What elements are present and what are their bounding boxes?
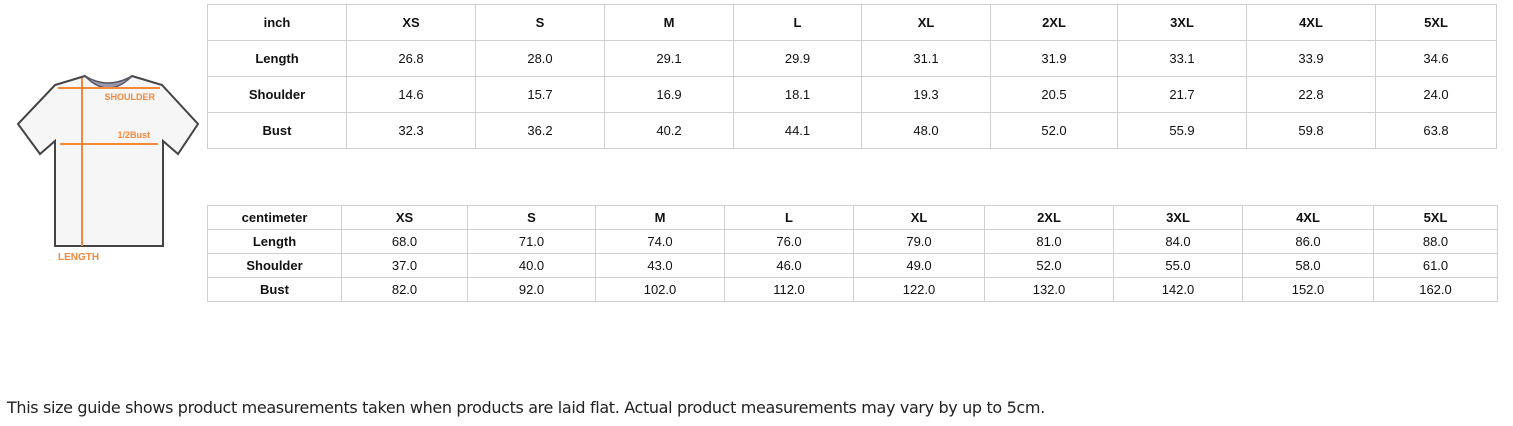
cm-size-table: centimeter XS S M L XL 2XL 3XL 4XL 5XL Length 68.0 7… (207, 205, 1498, 302)
inch-size-table: inch XS S M L XL 2XL 3XL 4XL 5XL Length 26.8 28.0 29.… (207, 4, 1497, 149)
column-header: XL (853, 205, 985, 230)
table-cell: 19.3 (861, 76, 991, 113)
table-cell: 40.2 (604, 112, 734, 149)
table-row: Length 26.8 28.0 29.1 29.9 31.1 31.9 33.1 33.9 34… (207, 40, 1497, 77)
column-header: L (733, 4, 862, 41)
table-cell: 40.0 (467, 253, 596, 278)
table-cell: 43.0 (595, 253, 725, 278)
table-cell: 46.0 (724, 253, 854, 278)
table-cell: 21.7 (1117, 76, 1247, 113)
column-header: S (467, 205, 596, 230)
table-cell: 31.1 (861, 40, 991, 77)
table-cell: 81.0 (984, 229, 1114, 254)
table-cell: 82.0 (341, 277, 468, 302)
column-header: 3XL (1117, 4, 1247, 41)
column-header: M (595, 205, 725, 230)
size-guide-note: This size guide shows product measuremen… (7, 398, 1045, 417)
table-cell: 33.1 (1117, 40, 1247, 77)
table-cell: 68.0 (341, 229, 468, 254)
table-cell: 152.0 (1242, 277, 1374, 302)
table-cell: 74.0 (595, 229, 725, 254)
column-header: inch (207, 4, 347, 41)
table-cell: 55.0 (1113, 253, 1243, 278)
row-label: Shoulder (207, 76, 347, 113)
table-cell: 31.9 (990, 40, 1118, 77)
table-cell: 71.0 (467, 229, 596, 254)
column-header: S (475, 4, 605, 41)
table-cell: 24.0 (1375, 76, 1497, 113)
table-cell: 26.8 (346, 40, 476, 77)
table-row: Shoulder 14.6 15.7 16.9 18.1 19.3 20.5 21.7 22.8… (207, 76, 1497, 113)
table-cell: 32.3 (346, 112, 476, 149)
table-cell: 48.0 (861, 112, 991, 149)
table-cell: 33.9 (1246, 40, 1376, 77)
table-cell: 22.8 (1246, 76, 1376, 113)
tshirt-collar (84, 75, 133, 89)
row-label: Length (207, 40, 347, 77)
column-header: 5XL (1373, 205, 1498, 230)
header-row: centimeter XS S M L XL 2XL 3XL 4XL 5XL (207, 205, 1498, 230)
shoulder-label: SHOULDER (104, 92, 155, 102)
column-header: L (724, 205, 854, 230)
table-cell: 20.5 (990, 76, 1118, 113)
table-row: Shoulder 37.0 40.0 43.0 46.0 49.0 52.0 55.0 58.0… (207, 253, 1498, 278)
table-cell: 15.7 (475, 76, 605, 113)
column-header: 4XL (1242, 205, 1374, 230)
column-header: XS (341, 205, 468, 230)
row-label: Bust (207, 112, 347, 149)
table-cell: 88.0 (1373, 229, 1498, 254)
table-cell: 52.0 (990, 112, 1118, 149)
table-cell: 58.0 (1242, 253, 1374, 278)
column-header: XS (346, 4, 476, 41)
table-cell: 79.0 (853, 229, 985, 254)
column-header: M (604, 4, 734, 41)
table-cell: 59.8 (1246, 112, 1376, 149)
table-cell: 122.0 (853, 277, 985, 302)
table-cell: 44.1 (733, 112, 862, 149)
column-header: 3XL (1113, 205, 1243, 230)
table-cell: 132.0 (984, 277, 1114, 302)
table-cell: 16.9 (604, 76, 734, 113)
table-cell: 37.0 (341, 253, 468, 278)
column-header: XL (861, 4, 991, 41)
table-cell: 61.0 (1373, 253, 1498, 278)
table-cell: 142.0 (1113, 277, 1243, 302)
table-cell: 36.2 (475, 112, 605, 149)
tshirt-diagram: SHOULDER 1/2Bust LENGTH (16, 74, 200, 263)
header-row: inch XS S M L XL 2XL 3XL 4XL 5XL (207, 4, 1497, 41)
table-cell: 34.6 (1375, 40, 1497, 77)
table-row: Bust 32.3 36.2 40.2 44.1 48.0 52.0 55.9 59.8 63.8 (207, 112, 1497, 149)
table-cell: 55.9 (1117, 112, 1247, 149)
row-label: Length (207, 229, 342, 254)
table-cell: 162.0 (1373, 277, 1498, 302)
column-header: 5XL (1375, 4, 1497, 41)
table-cell: 76.0 (724, 229, 854, 254)
column-header: 2XL (984, 205, 1114, 230)
row-label: Shoulder (207, 253, 342, 278)
row-label: Bust (207, 277, 342, 302)
bust-label: 1/2Bust (117, 130, 150, 140)
table-row: Length 68.0 71.0 74.0 76.0 79.0 81.0 84.0 86.0 88… (207, 229, 1498, 254)
table-cell: 63.8 (1375, 112, 1497, 149)
table-cell: 29.1 (604, 40, 734, 77)
table-cell: 28.0 (475, 40, 605, 77)
table-cell: 18.1 (733, 76, 862, 113)
column-header: centimeter (207, 205, 342, 230)
table-cell: 52.0 (984, 253, 1114, 278)
table-cell: 14.6 (346, 76, 476, 113)
table-cell: 112.0 (724, 277, 854, 302)
table-cell: 92.0 (467, 277, 596, 302)
table-row: Bust 82.0 92.0 102.0 112.0 122.0 132.0 142.0 152… (207, 277, 1498, 302)
table-cell: 86.0 (1242, 229, 1374, 254)
table-cell: 49.0 (853, 253, 985, 278)
length-label: LENGTH (58, 252, 99, 263)
column-header: 2XL (990, 4, 1118, 41)
table-cell: 29.9 (733, 40, 862, 77)
table-cell: 102.0 (595, 277, 725, 302)
table-cell: 84.0 (1113, 229, 1243, 254)
column-header: 4XL (1246, 4, 1376, 41)
